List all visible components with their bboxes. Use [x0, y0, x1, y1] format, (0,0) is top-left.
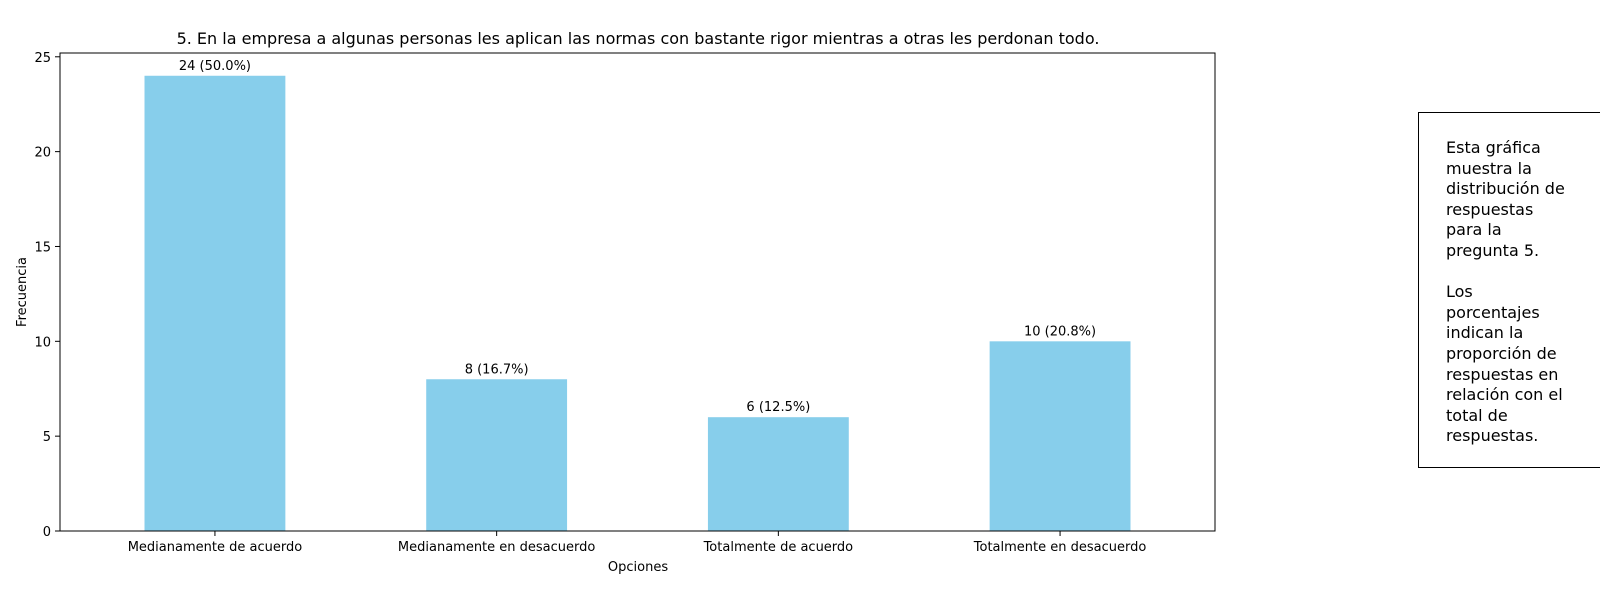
- bar: [426, 379, 568, 531]
- plot-frame: [59, 52, 1216, 532]
- y-axis: 0 5 10 15 20 25: [34, 51, 60, 540]
- x-axis: Medianamente de acuerdo Medianamente en d…: [128, 531, 1147, 555]
- y-tick-label: 0: [43, 525, 51, 540]
- y-tick-label: 20: [34, 146, 51, 161]
- x-tick-label: Medianamente de acuerdo: [128, 540, 302, 555]
- note-box: Esta gráfica muestra la distribución de …: [1418, 112, 1600, 468]
- bar: [989, 341, 1131, 531]
- y-axis-label: Frecuencia: [15, 257, 30, 327]
- x-tick-label: Medianamente en desacuerdo: [398, 540, 595, 555]
- y-tick-label: 5: [43, 430, 51, 445]
- data-label: 24 (50.0%): [179, 59, 251, 74]
- data-labels-layer: 24 (50.0%) 8 (16.7%) 6 (12.5%) 10 (20.8%): [179, 59, 1096, 415]
- y-tick-label: 15: [34, 240, 51, 255]
- y-tick-label: 25: [34, 51, 51, 66]
- data-label: 6 (12.5%): [746, 400, 810, 415]
- bars-layer: [144, 75, 1131, 531]
- note-text: Esta gráfica muestra la distribución de …: [1446, 138, 1565, 446]
- x-axis-label: Opciones: [608, 560, 668, 575]
- data-label: 8 (16.7%): [465, 362, 529, 377]
- bar: [707, 417, 849, 531]
- bar: [144, 75, 286, 531]
- x-tick-label: Totalmente en desacuerdo: [973, 540, 1147, 555]
- data-label: 10 (20.8%): [1024, 324, 1096, 339]
- y-tick-label: 10: [34, 335, 51, 350]
- chart-title: 5. En la empresa a algunas personas les …: [177, 29, 1100, 48]
- x-tick-label: Totalmente de acuerdo: [703, 540, 854, 555]
